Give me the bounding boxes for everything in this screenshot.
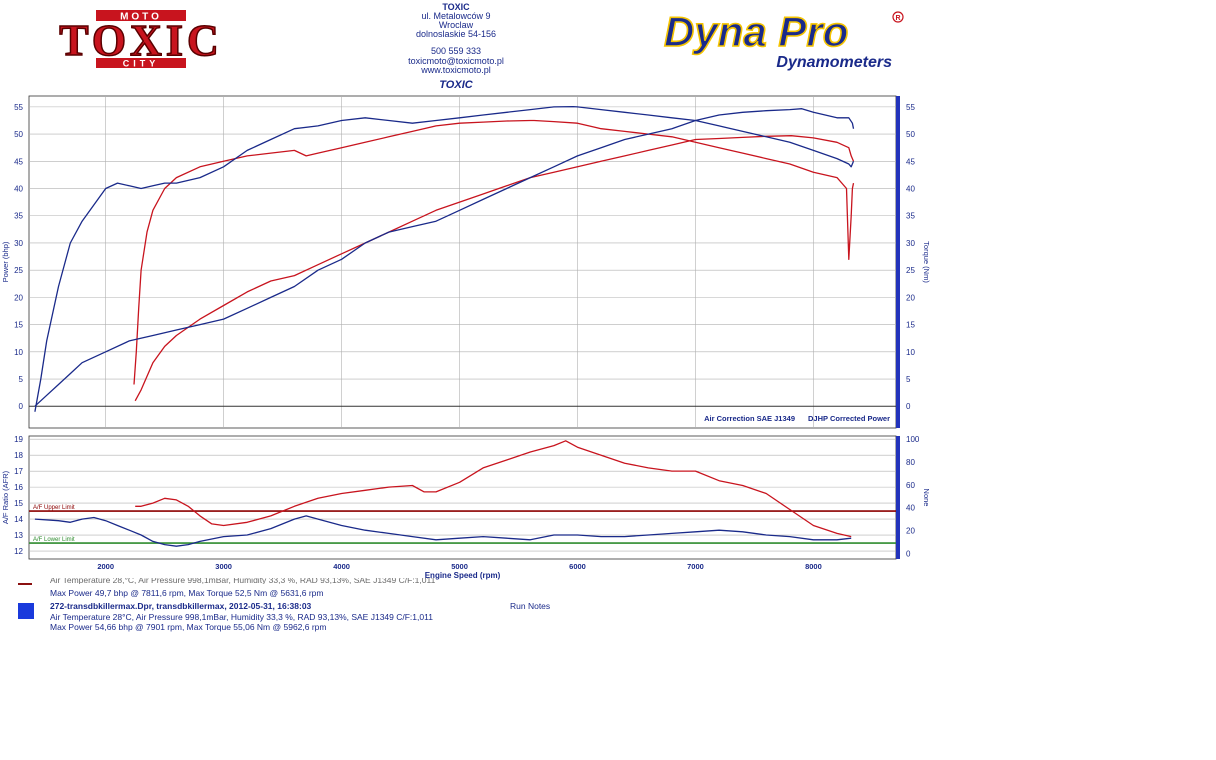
- toxic-moto-city-logo: MOTO TOXIC CITY: [59, 10, 222, 69]
- torque-y-tick-4: 20: [906, 293, 915, 302]
- company-name: TOXIC: [442, 2, 470, 12]
- run1-torque-line: [133, 119, 855, 385]
- x-tick-0: 2000: [97, 562, 114, 571]
- power-y-tick-10: 50: [14, 130, 23, 139]
- afr-y-tick-2: 14: [14, 515, 23, 524]
- run2-swatch[interactable]: [18, 603, 34, 619]
- torque-y-tick-1: 5: [906, 375, 911, 384]
- power-y-tick-1: 5: [19, 375, 24, 384]
- afr-plot-area: [28, 435, 897, 560]
- power-y-tick-6: 30: [14, 239, 23, 248]
- company-phone: 500 559 333: [430, 46, 482, 56]
- run1-afr-line: [135, 440, 852, 538]
- x-axis-label: Engine Speed (rpm): [425, 571, 501, 580]
- afr-y-tick-7: 19: [14, 435, 23, 444]
- run2-file: 272-transdbkillermax.Dpr, transdbkillerm…: [50, 601, 312, 611]
- run1-swatch: [18, 583, 32, 585]
- logo-bottom-band: [96, 58, 186, 68]
- power-y-tick-0: 0: [19, 402, 24, 411]
- run1-max-values: Max Power 49,7 bhp @ 7811,6 rpm, Max Tor…: [50, 588, 324, 598]
- none-y-tick-3: 60: [906, 481, 915, 490]
- torque-y-tick-9: 45: [906, 157, 915, 166]
- logo-dyna-pro-text: Dyna Pro: [664, 8, 848, 55]
- none-y-tick-0: 0: [906, 550, 911, 559]
- power-y-tick-5: 25: [14, 266, 23, 275]
- torque-axis-label: Torque (Nm): [922, 241, 931, 283]
- registered-mark-icon: [892, 11, 904, 23]
- x-tick-5: 7000: [687, 562, 704, 571]
- air-correction-note: Air Correction SAE J1349: [704, 414, 795, 423]
- company-website: www.toxicmoto.pl: [421, 65, 491, 75]
- torque-y-tick-10: 50: [906, 130, 915, 139]
- torque-y-tick-0: 0: [906, 402, 911, 411]
- company-street: ul. Metalowców 9: [421, 11, 491, 21]
- x-tick-1: 3000: [215, 562, 232, 571]
- power-torque-plot-area: [28, 95, 897, 429]
- run1-conditions: Air Temperature 28,°C, Air Pressure 998,…: [50, 578, 436, 584]
- run2-torque-line: [34, 105, 855, 412]
- none-y-tick-4: 80: [906, 458, 915, 467]
- torque-y-tick-6: 30: [906, 239, 915, 248]
- afr-y-tick-0: 12: [14, 547, 23, 556]
- power-y-tick-4: 20: [14, 293, 23, 302]
- run2-power-line: [34, 108, 855, 407]
- company-city: Wroclaw: [438, 20, 474, 30]
- logo-bottom-word: CITY: [123, 59, 160, 69]
- logo-dynamometers-text: Dynamometers: [776, 54, 892, 71]
- logo-main-word: TOXIC: [59, 16, 222, 65]
- company-region: dolnoslaskie 54-156: [415, 29, 497, 39]
- torque-y-tick-2: 10: [906, 348, 915, 357]
- x-tick-3: 5000: [451, 562, 468, 571]
- company-tag: TOXIC: [439, 79, 473, 91]
- afr-plot-area-right-axis-bar: [896, 436, 900, 559]
- corrected-power-note: DJHP Corrected Power: [808, 414, 890, 423]
- power-y-tick-7: 35: [14, 212, 23, 221]
- logo-top-word: MOTO: [120, 12, 162, 23]
- run1-power-line: [134, 135, 855, 402]
- afr-limit-label-0: A/F Upper Limit: [33, 505, 75, 511]
- x-tick-2: 4000: [333, 562, 350, 571]
- company-email: toxicmoto@toxicmoto.pl: [408, 56, 504, 66]
- torque-y-tick-5: 25: [906, 266, 915, 275]
- none-y-tick-5: 100: [906, 435, 920, 444]
- x-tick-6: 8000: [805, 562, 822, 571]
- torque-y-tick-3: 15: [906, 321, 915, 330]
- power-y-tick-9: 45: [14, 157, 23, 166]
- afr-y-tick-5: 17: [14, 467, 23, 476]
- afr-right-axis-label: None: [922, 489, 931, 507]
- power-y-tick-2: 10: [14, 348, 23, 357]
- run-notes-label: Run Notes: [510, 601, 551, 611]
- none-y-tick-2: 40: [906, 504, 915, 513]
- run2-max-values: Max Power 54,66 bhp @ 7901 rpm, Max Torq…: [50, 622, 327, 632]
- dyna-pro-logo: Dyna Pro R Dynamometers: [663, 7, 904, 71]
- afr-y-tick-6: 18: [14, 451, 23, 460]
- run2-afr-line: [34, 515, 852, 547]
- torque-y-tick-7: 35: [906, 212, 915, 221]
- afr-y-tick-1: 13: [14, 531, 23, 540]
- power-y-tick-8: 40: [14, 185, 23, 194]
- afr-y-tick-3: 15: [14, 499, 23, 508]
- x-tick-4: 6000: [569, 562, 586, 571]
- torque-y-tick-8: 40: [906, 185, 915, 194]
- run2-conditions: Air Temperature 28°C, Air Pressure 998,1…: [50, 612, 433, 622]
- afr-y-tick-4: 16: [14, 483, 23, 492]
- none-y-tick-1: 20: [906, 527, 915, 536]
- afr-axis-label: A/F Ratio (AFR): [1, 470, 10, 524]
- power-torque-plot-area-right-axis-bar: [896, 96, 900, 428]
- registered-mark-letter: R: [895, 15, 900, 22]
- power-axis-label: Power (bhp): [1, 241, 10, 282]
- power-y-tick-11: 55: [14, 103, 23, 112]
- logo-top-band: [96, 10, 186, 21]
- power-y-tick-3: 15: [14, 321, 23, 330]
- torque-y-tick-11: 55: [906, 103, 915, 112]
- afr-limit-label-1: A/F Lower Limit: [33, 537, 75, 543]
